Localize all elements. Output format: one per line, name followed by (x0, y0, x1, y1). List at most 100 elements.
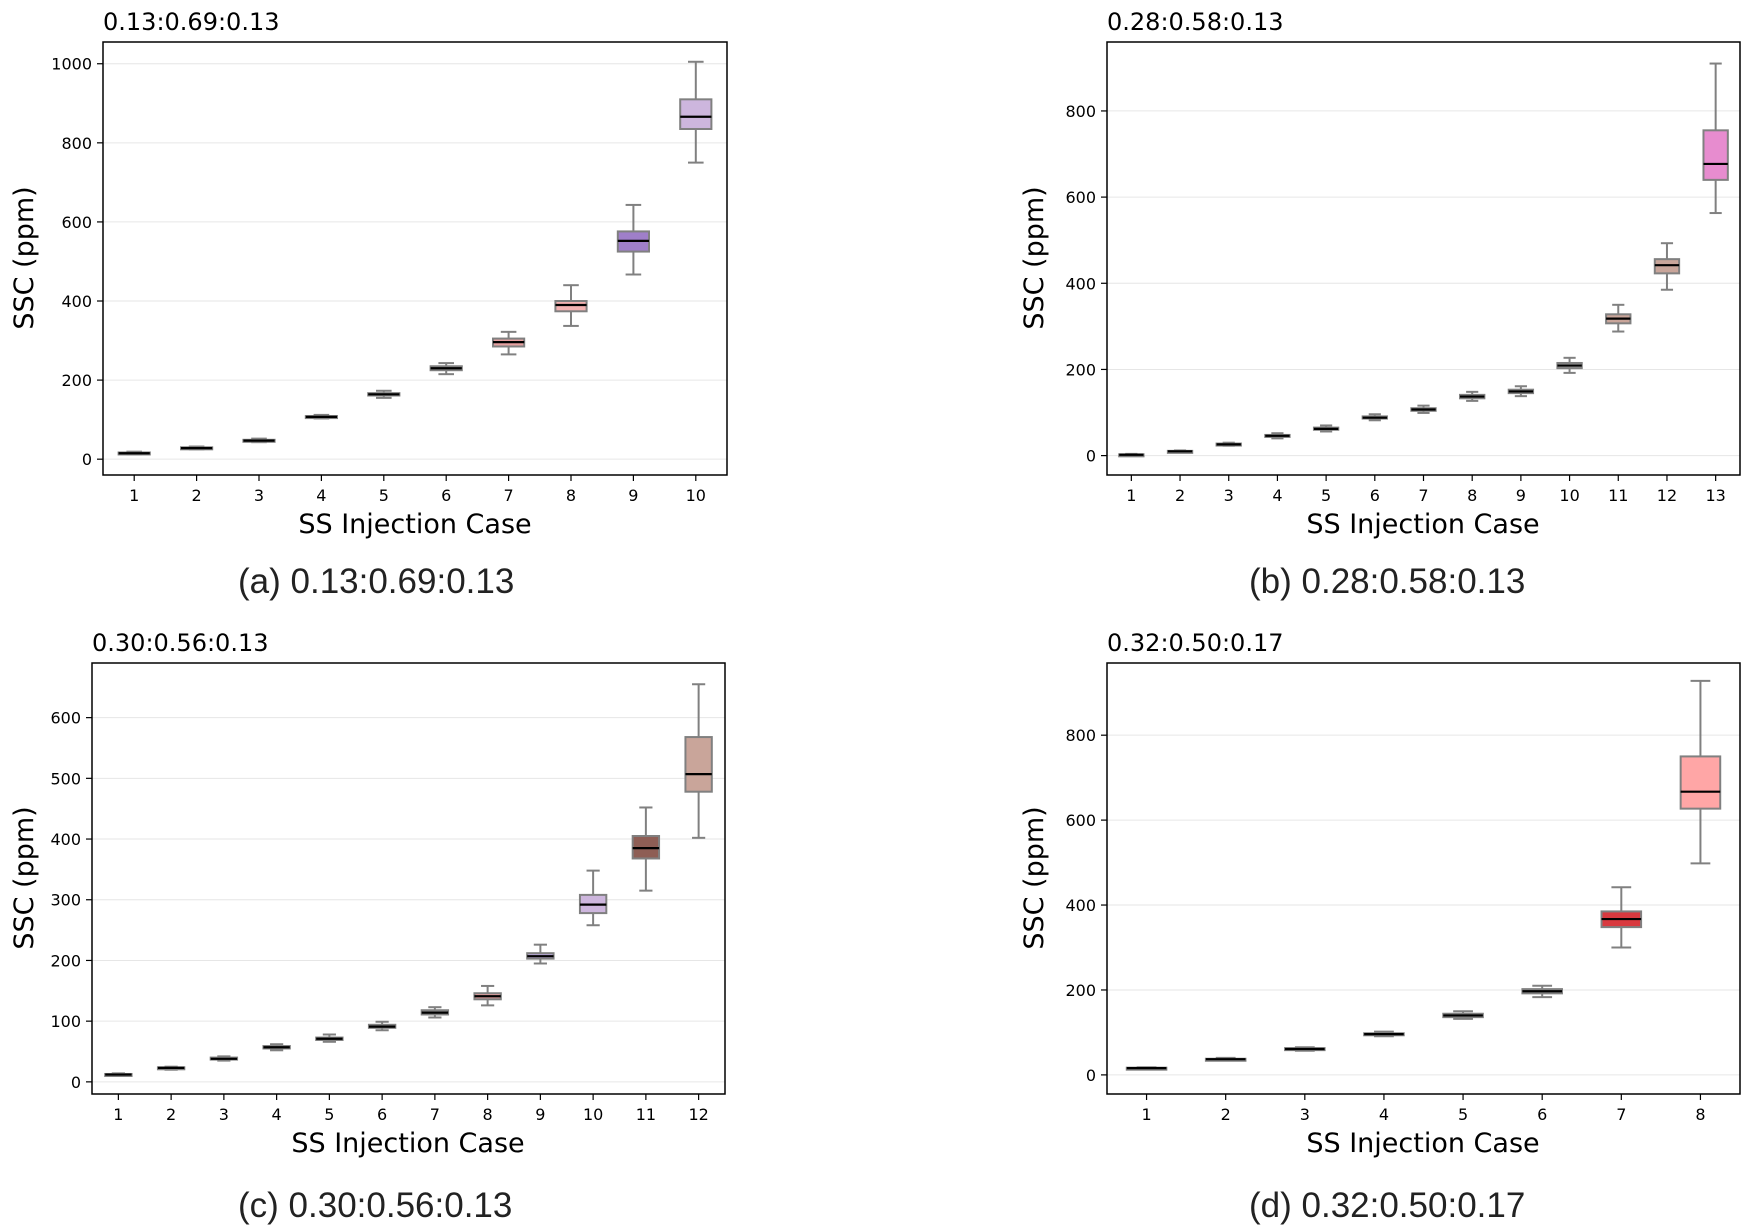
box-3 (1284, 1046, 1326, 1052)
y-axis: 0 200 400 600 800 (1065, 102, 1107, 466)
chart-title: 0.28:0.58:0.13 (1107, 8, 1283, 36)
box-body (554, 300, 588, 313)
x-tick-label: 3 (254, 486, 264, 505)
box-4 (1363, 1030, 1405, 1038)
box-1 (104, 1072, 133, 1077)
x-tick-label: 8 (483, 1105, 493, 1124)
y-tick-label: 400 (1065, 896, 1096, 915)
box-4 (1264, 432, 1291, 440)
y-axis: 0 200 400 600 800 1000 (51, 55, 103, 469)
y-tick-label: 200 (61, 371, 92, 390)
plot-frame (91, 662, 726, 1095)
box-1 (117, 450, 151, 456)
y-tick-label: 600 (61, 213, 92, 232)
box-body (679, 98, 713, 130)
box-body (1702, 129, 1729, 181)
x-axis: 1 2 3 4 5 6 7 8 9 10 (129, 475, 706, 505)
x-tick-label: 8 (1695, 1105, 1705, 1124)
box-7 (1410, 404, 1437, 414)
x-tick-label: 13 (1705, 486, 1725, 505)
box-2 (1166, 449, 1194, 454)
x-tick-label: 11 (1608, 486, 1628, 505)
box-5 (367, 389, 401, 399)
x-tick-label: 12 (1657, 486, 1677, 505)
boxes (1125, 679, 1722, 1071)
box-6 (1521, 984, 1563, 999)
box-4 (304, 413, 338, 420)
x-tick-label: 4 (272, 1105, 282, 1124)
y-tick-label: 500 (50, 769, 81, 788)
x-tick-label: 1 (113, 1105, 123, 1124)
box-11 (631, 806, 661, 892)
chart-panel-d: 0.32:0.50:0.17 SS Injection Case SSC (pp… (875, 611, 1750, 1225)
x-tick-label: 2 (1175, 486, 1185, 505)
box-6 (429, 362, 463, 376)
x-tick-label: 7 (1616, 1105, 1626, 1124)
x-axis-label: SS Injection Case (1306, 509, 1539, 540)
y-tick-label: 0 (82, 450, 92, 469)
box-8 (473, 984, 502, 1007)
box-8 (1459, 390, 1486, 402)
x-tick-label: 6 (1370, 486, 1380, 505)
box-4 (262, 1043, 291, 1052)
x-tick-label: 1 (129, 486, 139, 505)
y-tick-label: 600 (1065, 188, 1096, 207)
box-12 (1653, 242, 1681, 291)
box-2 (156, 1065, 186, 1071)
x-tick-label: 5 (324, 1105, 334, 1124)
y-axis-label: SSC (ppm) (1019, 806, 1050, 949)
x-tick-label: 6 (377, 1105, 387, 1124)
y-tick-label: 300 (50, 891, 81, 910)
box-3 (242, 437, 276, 444)
box-9 (1507, 385, 1535, 398)
x-tick-label: 9 (1516, 486, 1526, 505)
x-tick-label: 12 (688, 1105, 708, 1124)
y-tick-label: 1000 (51, 55, 92, 74)
box-10 (1556, 356, 1583, 374)
chart-panel-a: 0.13:0.69:0.13 SS Injection Case SSC (pp… (0, 0, 875, 611)
x-tick-label: 7 (430, 1105, 440, 1124)
chart-a: 0.13:0.69:0.13 SS Injection Case SSC (pp… (9, 8, 728, 540)
chart-panel-b: 0.28:0.58:0.13 SS Injection Case SSC (pp… (875, 0, 1750, 611)
box-7 (1600, 886, 1643, 949)
box-13 (1702, 62, 1729, 215)
y-tick-label: 200 (1065, 360, 1096, 379)
x-tick-label: 5 (1458, 1105, 1468, 1124)
plot-frame (1106, 662, 1741, 1095)
x-tick-label: 9 (535, 1105, 545, 1124)
x-tick-label: 7 (504, 486, 514, 505)
x-tick-label: 3 (1300, 1105, 1310, 1124)
y-tick-label: 0 (71, 1073, 81, 1092)
box-2 (180, 445, 214, 451)
x-tick-label: 9 (628, 486, 638, 505)
chart-d: 0.32:0.50:0.17 SS Injection Case SSC (pp… (1019, 629, 1741, 1159)
box-5 (1312, 424, 1340, 433)
grid-lines (92, 717, 725, 1083)
x-axis: 1 2 3 4 5 6 7 8 9 10 11 12 13 (1126, 475, 1726, 505)
box-3 (209, 1055, 239, 1062)
y-tick-label: 800 (1065, 726, 1096, 745)
boxes (1118, 62, 1729, 458)
y-axis: 0 200 400 600 800 (1065, 726, 1107, 1085)
box-body (1679, 755, 1722, 810)
x-tick-label: 8 (566, 486, 576, 505)
boxes (117, 60, 713, 456)
chart-title: 0.13:0.69:0.13 (103, 8, 279, 36)
y-axis: 0 100 200 300 400 500 600 (50, 709, 92, 1092)
y-tick-label: 200 (1065, 981, 1096, 1000)
box-5 (1442, 1010, 1484, 1020)
x-axis: 1 2 3 4 5 6 7 8 9 10 11 12 (113, 1094, 709, 1124)
box-1 (1125, 1066, 1168, 1071)
y-tick-label: 0 (1086, 447, 1096, 466)
chart-panel-c: 0.30:0.56:0.13 SS Injection Case SSC (pp… (0, 611, 875, 1225)
box-8 (554, 284, 588, 327)
x-tick-label: 2 (1221, 1105, 1231, 1124)
x-tick-label: 4 (1272, 486, 1282, 505)
y-axis-label: SSC (ppm) (1019, 186, 1050, 329)
x-axis-label: SS Injection Case (298, 509, 531, 540)
box-10 (679, 60, 713, 164)
y-tick-label: 800 (1065, 102, 1096, 121)
grid-lines (103, 63, 727, 460)
x-tick-label: 7 (1418, 486, 1428, 505)
box-10 (578, 869, 608, 927)
